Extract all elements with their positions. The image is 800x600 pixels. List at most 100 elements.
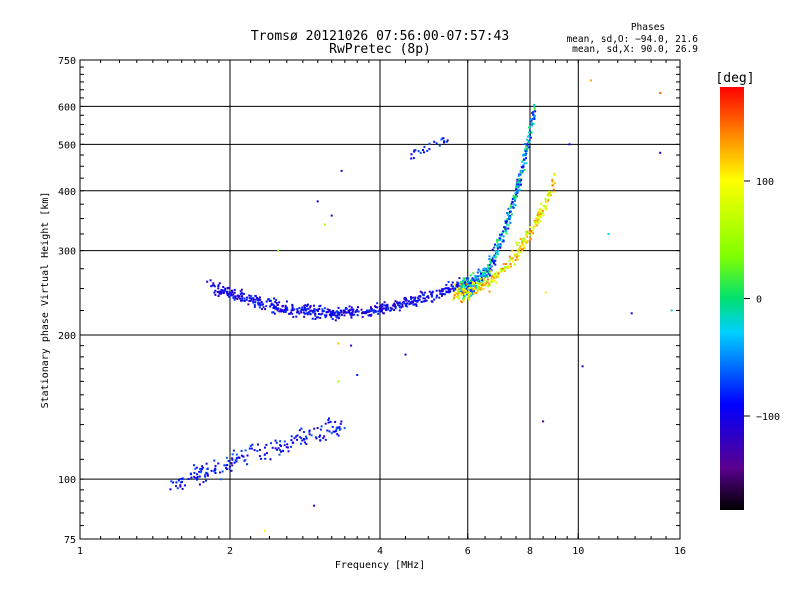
data-point <box>300 442 302 445</box>
data-point <box>300 427 303 430</box>
data-point <box>233 288 236 291</box>
data-point <box>306 313 309 316</box>
data-point <box>272 304 275 307</box>
data-point <box>547 198 550 201</box>
data-point <box>494 256 497 259</box>
data-point <box>309 306 312 309</box>
data-point <box>273 312 276 315</box>
data-point <box>239 290 242 293</box>
data-point <box>508 255 511 258</box>
data-point <box>422 297 425 300</box>
data-point <box>468 284 471 287</box>
data-point <box>198 475 201 478</box>
data-point <box>213 284 215 287</box>
data-point <box>522 237 525 240</box>
data-point <box>244 458 247 461</box>
data-point <box>274 447 277 450</box>
data-point <box>459 281 462 284</box>
data-point <box>544 291 547 294</box>
data-point <box>515 185 518 188</box>
data-point <box>461 294 464 296</box>
data-point <box>480 276 483 279</box>
data-point <box>479 282 482 285</box>
data-point <box>488 290 491 293</box>
data-point <box>365 312 368 315</box>
data-point <box>515 195 518 198</box>
data-point <box>511 198 514 200</box>
data-point <box>303 304 306 307</box>
data-point <box>377 312 380 315</box>
data-point <box>500 234 503 237</box>
data-point <box>276 307 279 310</box>
data-point <box>238 456 241 459</box>
data-point <box>460 290 463 293</box>
data-point <box>212 282 215 285</box>
data-point <box>452 289 455 292</box>
data-point <box>286 443 289 446</box>
data-point <box>400 302 402 305</box>
data-point <box>256 299 259 301</box>
data-point <box>467 279 470 282</box>
data-point <box>542 420 545 423</box>
chart-title-line1: Tromsø 20121026 07:56:00-07:57:43 <box>251 29 509 44</box>
data-point <box>398 306 401 309</box>
data-point <box>442 293 445 295</box>
data-point <box>470 294 473 297</box>
data-point <box>532 123 535 125</box>
data-point <box>552 181 555 184</box>
data-point <box>251 297 254 300</box>
data-point <box>284 310 287 313</box>
data-point <box>245 298 248 301</box>
data-point <box>298 429 301 432</box>
data-point <box>465 293 468 296</box>
data-point <box>512 206 515 209</box>
data-point <box>451 287 454 290</box>
data-point <box>218 292 221 295</box>
data-point <box>493 276 496 279</box>
data-point <box>253 298 255 301</box>
data-point <box>520 172 523 175</box>
data-point <box>425 299 428 302</box>
data-point <box>345 311 347 314</box>
data-point <box>175 485 177 488</box>
data-point <box>511 205 514 208</box>
data-point <box>412 157 415 160</box>
data-point <box>492 275 495 278</box>
data-point <box>246 454 249 457</box>
data-point <box>221 470 224 473</box>
data-point <box>349 308 352 311</box>
data-point <box>518 247 521 250</box>
data-point <box>271 446 274 449</box>
data-point <box>394 300 397 303</box>
data-point <box>259 298 262 301</box>
data-points <box>169 79 673 532</box>
data-point <box>407 300 410 303</box>
data-point <box>539 214 542 217</box>
data-point <box>494 243 496 246</box>
data-point <box>441 293 444 296</box>
data-point <box>414 149 417 152</box>
data-point <box>525 145 528 148</box>
data-point <box>552 191 555 194</box>
data-point <box>332 430 335 433</box>
data-point <box>214 467 217 470</box>
data-point <box>243 299 246 302</box>
data-point <box>265 300 268 303</box>
data-point <box>303 312 306 315</box>
data-point <box>531 117 534 120</box>
data-point <box>189 472 192 475</box>
data-point <box>224 289 227 292</box>
data-point <box>337 434 340 437</box>
data-point <box>217 295 220 297</box>
data-point <box>231 458 234 461</box>
data-point <box>495 276 498 279</box>
data-point <box>456 292 459 295</box>
data-point <box>471 277 474 280</box>
data-point <box>368 309 371 312</box>
data-point <box>439 290 442 293</box>
data-point <box>428 290 431 293</box>
data-point <box>548 191 551 194</box>
phases-heading: Phases <box>631 22 665 33</box>
data-point <box>462 277 465 280</box>
data-point <box>416 299 419 302</box>
